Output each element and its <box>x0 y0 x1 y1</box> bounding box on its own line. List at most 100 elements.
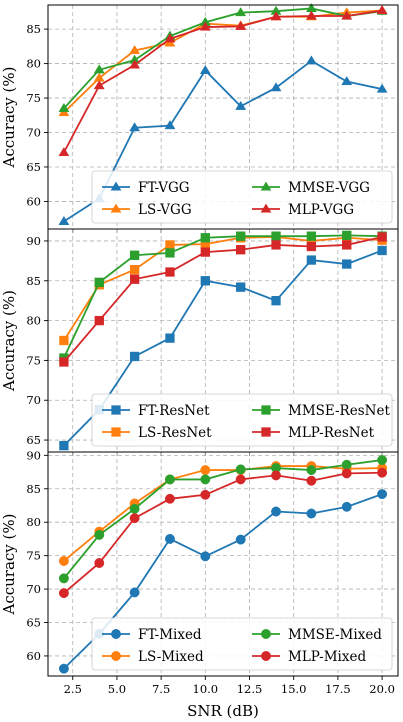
y-axis-label: Accuracy (%) <box>0 66 18 168</box>
y-tick-label: 75 <box>26 91 41 105</box>
series-mmse-mixed <box>58 455 388 584</box>
legend-marker <box>111 427 121 437</box>
y-tick-label: 80 <box>26 314 41 328</box>
y-tick-label: 70 <box>26 393 41 407</box>
y-tick-label: 90 <box>26 448 41 462</box>
data-point <box>342 259 352 269</box>
legend-label: MLP-Mixed <box>288 649 366 665</box>
y-tick-label: 80 <box>26 57 41 71</box>
data-point <box>129 274 140 284</box>
y-tick-label: 85 <box>26 274 41 288</box>
data-point <box>306 465 317 476</box>
legend: FT-VGG LS-VGG MMSE-VGG MLP-VGG <box>91 170 393 224</box>
x-tick-label: 10.0 <box>193 682 219 696</box>
series-ft-mixed <box>58 489 388 674</box>
x-axis-label: SNR (dB) <box>187 702 259 720</box>
legend-marker <box>111 651 121 661</box>
data-point <box>165 333 175 343</box>
series-line <box>63 471 383 594</box>
y-tick-label: 65 <box>26 616 41 630</box>
x-tick-label: 12.5 <box>237 682 263 696</box>
y-tick-label: 80 <box>26 515 41 529</box>
y-tick-label: 60 <box>26 194 41 208</box>
data-point <box>236 282 246 292</box>
legend-label: LS-ResNet <box>138 425 212 441</box>
data-point <box>165 474 175 485</box>
data-point <box>200 233 210 243</box>
data-point <box>342 240 352 250</box>
y-tick-label: 65 <box>26 433 41 447</box>
data-point <box>376 5 388 15</box>
chart-panel-3: 60 65 70 75 80 85 90 2.5 5.0 7.5 10.0 12.5 15.0 17.5 2… <box>0 448 399 720</box>
data-point <box>59 440 69 451</box>
data-point <box>58 663 69 674</box>
series-mlp-resnet <box>59 232 387 367</box>
y-tick-label: 85 <box>26 22 41 36</box>
data-point <box>165 267 175 277</box>
data-point <box>129 503 140 514</box>
data-point <box>306 231 317 241</box>
data-point <box>235 534 246 545</box>
data-point <box>235 474 246 485</box>
series-line <box>63 459 383 579</box>
data-point <box>58 215 70 225</box>
data-point <box>271 240 281 250</box>
data-point <box>271 470 281 481</box>
legend-box <box>91 393 393 447</box>
legend-box <box>91 170 393 224</box>
data-point <box>271 296 281 306</box>
y-tick-label: 75 <box>26 549 41 563</box>
data-point <box>305 10 317 20</box>
legend-label: FT-Mixed <box>138 627 202 643</box>
data-point <box>341 468 352 479</box>
data-point <box>341 76 353 86</box>
data-point <box>59 357 69 367</box>
data-point <box>200 465 211 476</box>
data-point <box>341 10 353 20</box>
series-ft-vgg <box>58 55 388 225</box>
legend-label: MMSE-VGG <box>288 180 370 196</box>
data-point <box>235 100 247 110</box>
series-line <box>63 234 383 359</box>
x-tick-label: 15.0 <box>281 682 307 696</box>
y-tick-label: 75 <box>26 353 41 367</box>
data-point <box>377 467 388 478</box>
data-point <box>377 489 388 500</box>
legend-marker <box>111 629 121 639</box>
data-point <box>129 351 140 362</box>
data-point <box>305 55 317 65</box>
data-point <box>58 556 69 566</box>
series-ls-resnet <box>59 232 387 346</box>
data-point <box>129 513 140 524</box>
legend-marker <box>260 203 272 213</box>
data-point <box>164 120 176 130</box>
x-tick-label: 5.0 <box>108 682 126 696</box>
data-point <box>200 489 211 500</box>
x-tick-label: 17.5 <box>325 682 351 696</box>
data-point <box>199 64 211 75</box>
data-point <box>94 558 105 568</box>
data-point <box>376 83 388 93</box>
legend-marker <box>261 427 271 437</box>
legend-marker <box>110 203 122 213</box>
legend-marker <box>261 629 271 639</box>
data-point <box>270 82 282 92</box>
data-point <box>129 587 140 598</box>
data-point <box>200 247 210 257</box>
x-tick-label: 2.5 <box>64 682 82 696</box>
x-tick-label: 20.0 <box>369 682 395 696</box>
legend-label: LS-VGG <box>138 202 192 218</box>
y-tick-label: 85 <box>26 482 41 496</box>
data-point <box>236 245 246 255</box>
data-point <box>200 276 210 286</box>
data-point <box>341 459 352 470</box>
data-point <box>165 493 175 504</box>
data-point <box>165 240 175 250</box>
plot-frame <box>47 451 399 677</box>
data-point <box>129 122 141 132</box>
data-point <box>59 335 69 346</box>
series-line <box>63 249 383 447</box>
series-line <box>63 59 383 223</box>
legend: FT-Mixed LS-Mixed MMSE-Mixed MLP-Mixed <box>91 617 393 671</box>
